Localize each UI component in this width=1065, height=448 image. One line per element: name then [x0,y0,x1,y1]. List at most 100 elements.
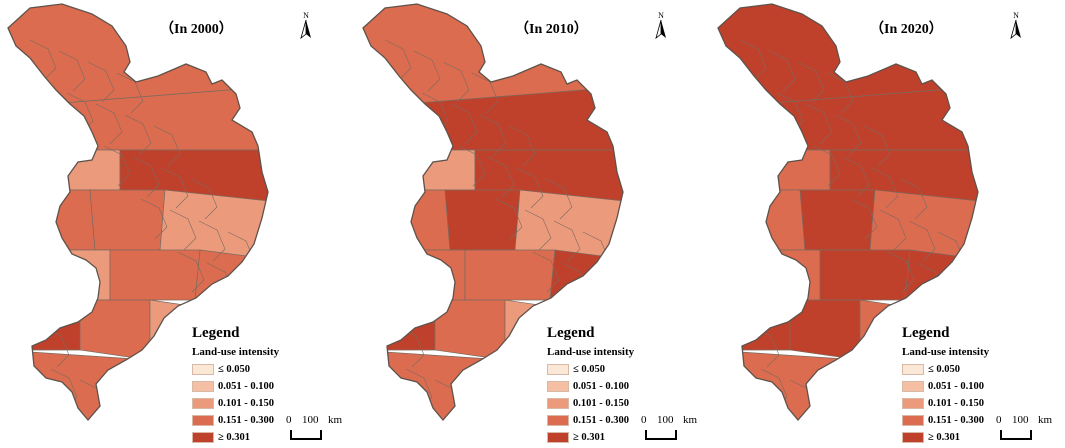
legend-item: ≥ 0.301 [192,429,302,446]
map-region [363,249,466,301]
county-boundary [797,61,825,103]
map-region [8,149,121,191]
legend-label: 0.051 - 0.100 [928,381,984,392]
legend-label: ≤ 0.050 [573,364,606,375]
county-boundary [768,50,796,92]
scale-bar-line [645,430,677,440]
county-boundary [389,284,417,326]
scale-unit-label: km [328,414,343,426]
legend-subtitle: Land-use intensity [547,346,635,358]
map-region [464,249,556,301]
scale-start-label: 0 [996,414,1002,426]
legend-swatch [902,364,924,375]
legend-item: 0.051 - 0.100 [192,378,302,395]
region-map [7,3,269,422]
legend-swatch [547,381,569,392]
county-boundary [95,103,123,145]
legend-label: ≤ 0.050 [928,364,961,375]
county-boundary [190,178,218,220]
legend-label: ≥ 0.301 [928,432,961,443]
legend-label: 0.051 - 0.100 [573,381,629,392]
county-boundary [413,50,441,92]
scale-unit-label: km [683,414,698,426]
map-region [869,189,978,271]
county-boundary [945,273,973,315]
scale-bar-line [1000,430,1032,440]
legend: Legend Land-use intensity ≤ 0.050 0.051 -… [902,324,1012,446]
map-panel-2: （In 2010） N Legend Land-use intensity ≤ … [355,0,710,448]
scale-bar-line [290,430,322,440]
map-region [89,189,166,251]
legend: Legend Land-use intensity ≤ 0.050 0.051 -… [547,324,657,446]
map-region [718,149,831,191]
county-boundary [198,220,226,262]
map-region [718,189,806,251]
map-region [194,249,268,331]
legend-swatch [547,364,569,375]
scale-bar: 0 100 km [286,414,346,444]
map-region [8,189,96,251]
legend: Legend Land-use intensity ≤ 0.050 0.051 -… [192,324,302,446]
legend-item: 0.151 - 0.300 [547,412,657,429]
county-boundary [235,273,263,315]
county-boundary [177,251,205,293]
north-arrow-icon: N [1010,11,1021,40]
county-boundary [140,198,168,240]
county-boundary [871,167,899,209]
legend-swatch [547,432,569,443]
scale-bar: 0 100 km [641,414,701,444]
legend-label: 0.051 - 0.100 [218,381,274,392]
map-region [109,249,201,301]
county-boundary [161,167,189,209]
legend-title: Legend [192,325,240,341]
county-boundary [169,209,197,251]
svg-text:N: N [1013,11,1019,20]
county-boundary [842,156,870,198]
legend-label: 0.101 - 0.150 [218,398,274,409]
county-boundary [34,284,62,326]
county-boundary [479,114,507,156]
scale-end-label: 100 [302,414,319,426]
legend-label: 0.101 - 0.150 [573,398,629,409]
county-boundary [553,220,581,262]
county-boundary [450,103,478,145]
county-boundary [887,251,915,293]
legend-swatch [192,398,214,409]
county-boundary [739,39,767,81]
county-boundary [805,103,833,145]
region-map [362,3,624,422]
legend-item: 0.051 - 0.100 [547,378,657,395]
map-panel-3: （In 2020） N Legend Land-use intensity ≤ … [710,0,1065,448]
county-boundary [471,72,499,114]
legend-swatch [192,415,214,426]
legend-title: Legend [902,325,950,341]
legend-label: 0.101 - 0.150 [928,398,984,409]
legend-label: ≤ 0.050 [218,364,251,375]
legend-item: ≤ 0.050 [547,361,657,378]
legend-swatch [902,381,924,392]
map-region [819,249,911,301]
map-region [514,189,623,271]
county-boundary [87,61,115,103]
county-boundary [744,284,772,326]
scale-end-label: 100 [657,414,674,426]
legend-item: ≤ 0.050 [192,361,302,378]
county-boundary [826,72,854,114]
map-region [8,249,111,301]
legend-subtitle: Land-use intensity [902,346,990,358]
county-boundary [908,220,936,262]
map-region [718,249,821,301]
county-boundary [458,145,486,187]
panel-title-2: （In 2010） [515,22,588,37]
county-boundary [590,273,618,315]
legend-swatch [902,398,924,409]
map-region [549,249,623,331]
county-boundary [524,209,552,251]
legend-subtitle: Land-use intensity [192,346,280,358]
map-region [904,249,978,331]
svg-text:N: N [303,11,309,20]
legend-label: ≥ 0.301 [573,432,606,443]
map-region [363,189,451,251]
legend-label: 0.151 - 0.300 [218,415,274,426]
county-boundary [863,125,891,167]
